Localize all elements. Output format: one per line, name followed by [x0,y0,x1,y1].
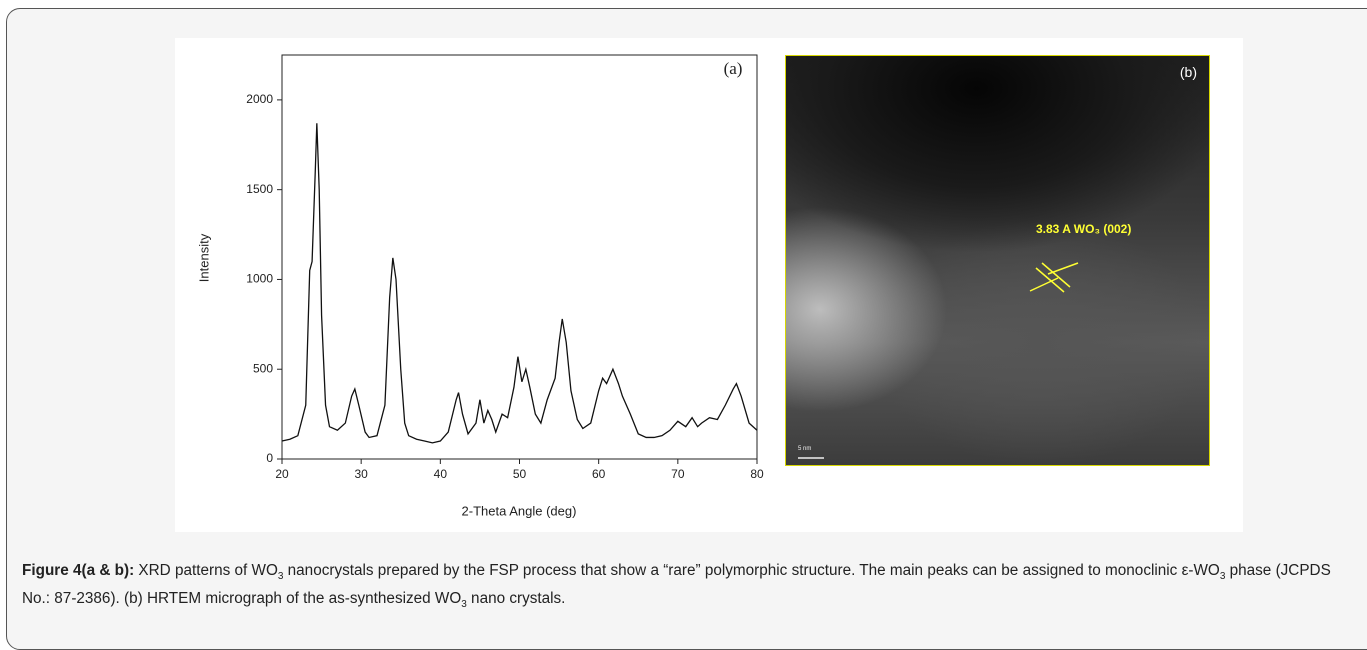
y-tick-label: 1000 [246,272,273,286]
y-tick-label: 500 [253,361,273,375]
x-tick-label: 60 [592,467,606,481]
x-tick-label: 20 [275,467,289,481]
x-tick-label: 80 [750,467,764,481]
xrd-pattern [281,123,758,444]
caption-text: XRD patterns of WO [134,562,278,579]
panel-label: (b) [1179,64,1197,80]
caption-text: nano crystals. [466,590,566,608]
caption-subscript: 3 [277,571,284,583]
caption-subscript: 3 [461,599,467,611]
xrd-chart: (a) 2-Theta Angle (deg) Intensity 20 30 40… [196,54,764,518]
caption-label: Figure 4(a & b): [22,562,135,579]
x-tick-label: 70 [671,467,685,481]
y-tick-label: 2000 [246,92,273,106]
y-tick-label: 0 [266,451,273,465]
y-axis-label: Intensity [196,233,211,282]
plot-frame [281,54,758,460]
panel-label: (a) [724,59,743,78]
x-axis-label: 2-Theta Angle (deg) [462,503,577,518]
hrtem-image: 3.83 A WO₃ (002) (b) 5 nm [785,55,1210,466]
lattice-annotation: 3.83 A WO₃ (002) [1036,222,1132,236]
caption-subscript: 3 [1219,571,1226,583]
caption-text: nanocrystals prepared by the FSP process… [283,562,1220,579]
figure-caption: Figure 4(a & b): XRD patterns of WO3 nan… [22,560,1352,616]
x-tick-label: 40 [434,467,448,481]
caption-text: phase (JCPDS No.: 87-2386). (b) HRTEM mi… [22,562,1331,608]
x-tick-label: 50 [513,467,527,481]
scale-bar-label: 5 nm [798,446,812,452]
x-tick-label: 30 [354,467,368,481]
y-tick-label: 1500 [246,182,273,196]
page: (a) 2-Theta Angle (deg) Intensity 20 30 40… [6,8,1367,650]
annotation-lines [798,262,1079,459]
